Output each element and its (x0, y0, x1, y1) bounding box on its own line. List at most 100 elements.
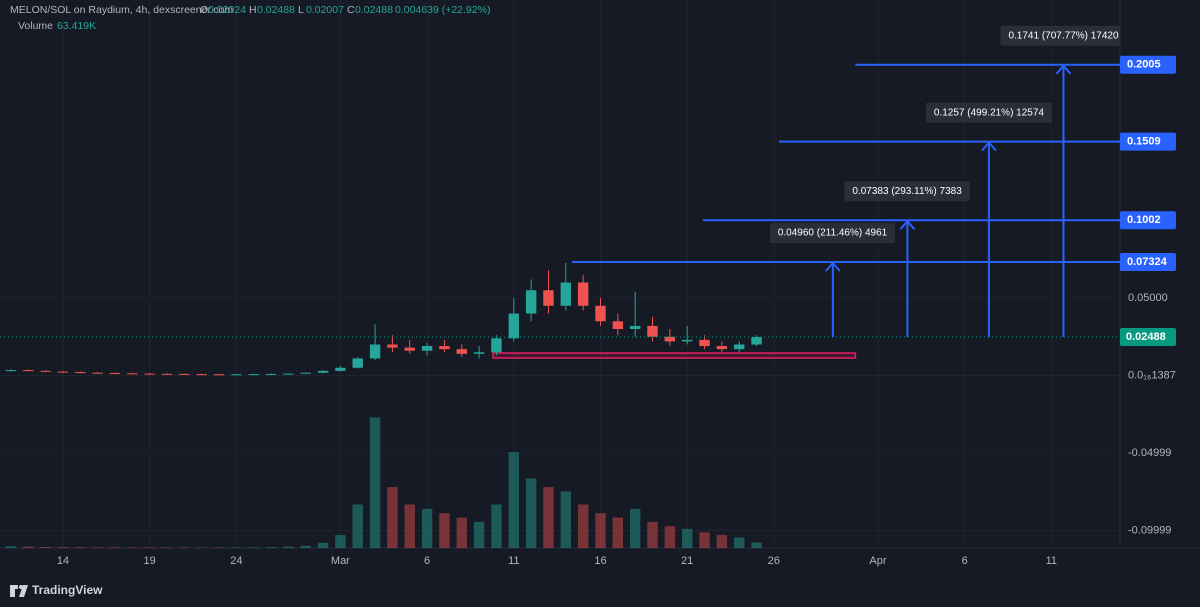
volume-bar (92, 547, 103, 548)
candle-body (491, 338, 502, 353)
volume-bar (23, 546, 34, 548)
volume-bar (179, 547, 190, 548)
volume-bar (317, 542, 329, 548)
volume-bar (213, 547, 225, 548)
candle-body (40, 370, 51, 372)
x-tick-label: 19 (144, 555, 156, 567)
volume-bar (647, 521, 658, 548)
volume-bar (387, 487, 398, 548)
candle-body (560, 282, 572, 306)
x-tick-label: 6 (424, 555, 430, 567)
y-tick-label: -0.09999 (1128, 524, 1171, 536)
ohlc-header: O 0.02024 H 0.02488 L 0.02007 C 0.02488 0.004639… (200, 4, 490, 16)
candle-body (421, 346, 433, 351)
volume-bar (335, 534, 346, 548)
arrow-head (981, 141, 997, 152)
volume-bar (525, 478, 537, 548)
note-label: 0.04960 (211.46%) 4961 (778, 228, 888, 239)
support-zone (492, 352, 857, 359)
volume-label: Volume (18, 20, 53, 32)
volume-bar (439, 513, 450, 548)
volume-bar (75, 547, 86, 548)
volume-bar (404, 504, 415, 548)
candle-body (248, 374, 259, 376)
volume-bar (231, 547, 242, 548)
brand: TradingView (32, 583, 103, 597)
volume-bar (300, 545, 311, 548)
target-tag-label: 0.2005 (1127, 59, 1161, 71)
candle-body (109, 373, 121, 375)
volume-bar (508, 452, 519, 548)
volume-bar (491, 504, 502, 548)
candle-body (352, 358, 363, 368)
x-tick-label: 26 (768, 555, 780, 567)
candle-body (144, 373, 155, 375)
candle-body (525, 290, 537, 314)
volume-bar (595, 513, 606, 548)
volume-bar (577, 504, 589, 548)
target-tag (1120, 132, 1176, 151)
candle-body (265, 373, 277, 375)
y-tick-label: -0.04999 (1128, 447, 1171, 459)
candle-body (612, 321, 624, 330)
x-tick-label: Mar (331, 555, 350, 567)
volume-value: 63.419K (57, 20, 96, 32)
candle-body (23, 370, 34, 372)
arrow-head (825, 261, 841, 272)
candle-body (647, 325, 658, 337)
y-tick-label: 0.05000 (1128, 292, 1168, 304)
volume-bar (127, 547, 138, 548)
target-tag-label: 0.1509 (1127, 136, 1161, 148)
ohlc-key: L (298, 4, 304, 16)
volume-bar (40, 546, 51, 548)
x-tick-label: 24 (230, 555, 242, 567)
note-box (844, 181, 970, 202)
candle-body (734, 344, 745, 350)
volume-bar (5, 546, 17, 548)
ohlc-value: 0.02024 (208, 4, 246, 16)
volume-bar (456, 517, 467, 548)
volume-bar (57, 547, 69, 548)
volume-bar (664, 526, 676, 548)
candle-body (751, 336, 762, 345)
target-tag-label: 0.1002 (1127, 214, 1161, 226)
target-tag (1120, 211, 1176, 230)
candle-body (283, 373, 294, 375)
volume-bar (144, 547, 155, 548)
title: MELON/SOL on Raydium, 4h, dexscreener.co… (10, 4, 233, 16)
candle-body (5, 370, 17, 372)
candle-body (127, 373, 138, 375)
last-price-tag (1120, 327, 1176, 346)
volume-bar (699, 532, 710, 548)
x-tick-label: 6 (962, 555, 968, 567)
candle-body (369, 344, 381, 359)
volume (5, 417, 762, 548)
candle-body (404, 347, 415, 351)
last-price-label: 0.02488 (1126, 331, 1166, 343)
volume-bar (283, 546, 294, 548)
candle-body (317, 370, 329, 373)
axes: 14 19 24 Mar 6 11 16 21 26 Apr 6 11 0.05000 0.0₁₆1387… (57, 55, 1176, 567)
target-tag-label: 0.07324 (1127, 256, 1168, 268)
volume-bar (751, 542, 762, 548)
x-tick-label: 11 (1046, 555, 1057, 567)
grid (0, 0, 1120, 548)
volume-bar (560, 491, 572, 548)
volume-bar (473, 521, 485, 548)
candle-body (57, 371, 69, 373)
x-tick-label: 21 (681, 555, 693, 567)
candle-body (231, 374, 242, 376)
volume-bar (734, 537, 745, 548)
candle-body (213, 374, 225, 376)
volume-bar (681, 528, 693, 548)
candle-body (300, 372, 311, 374)
candle-body (179, 373, 190, 375)
candle-body (543, 290, 554, 306)
candle-body (716, 346, 728, 350)
candle-body (595, 305, 606, 322)
volume-bar (248, 547, 259, 548)
candle-body (664, 336, 676, 342)
x-tick-label: 11 (508, 555, 519, 567)
